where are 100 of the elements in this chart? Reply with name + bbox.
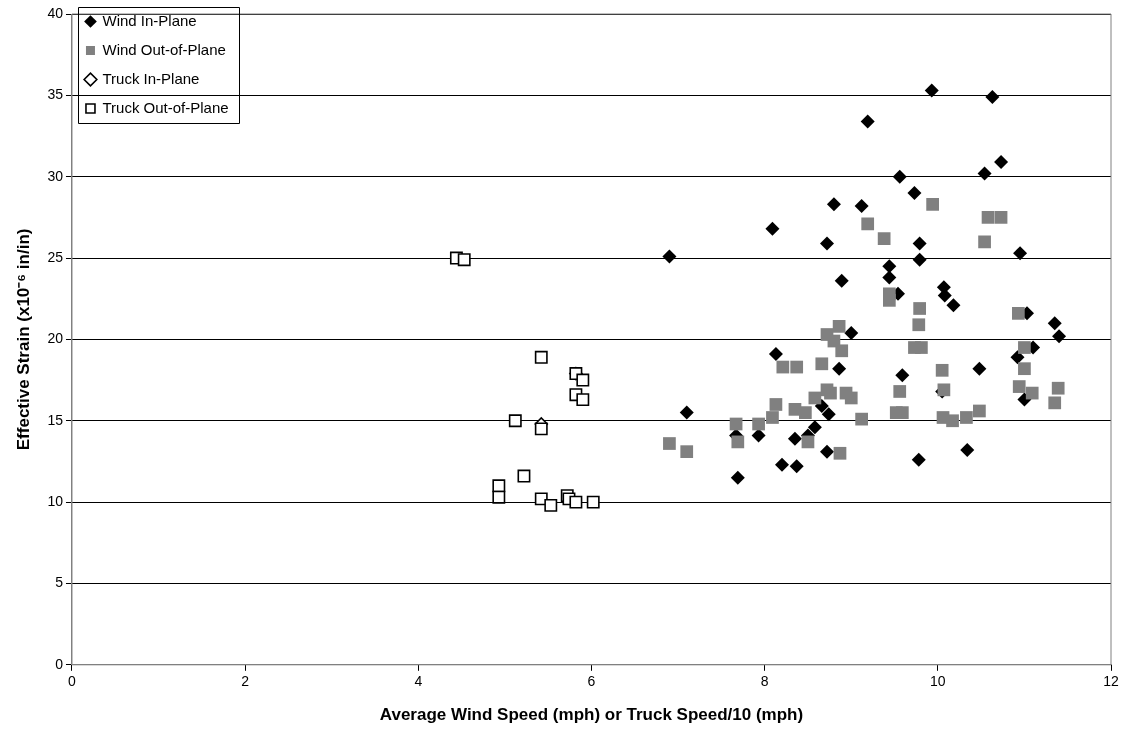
- legend-label: Wind In-Plane: [102, 11, 197, 29]
- point: [860, 114, 875, 129]
- point: [821, 407, 836, 422]
- point: [935, 363, 949, 377]
- legend-label: Truck Out-of-Plane: [102, 98, 229, 116]
- point: [769, 398, 783, 411]
- point: [1048, 396, 1062, 410]
- point: [911, 452, 926, 467]
- point: [854, 198, 869, 213]
- legend-label: Wind Out-of-Plane: [102, 40, 226, 58]
- x-tick-label: 0: [68, 673, 77, 690]
- point: [912, 236, 927, 251]
- x-tick-label: 4: [414, 673, 423, 690]
- point: [766, 411, 779, 424]
- point: [751, 428, 766, 443]
- point: [985, 89, 1000, 104]
- legend-label: Truck In-Plane: [102, 69, 200, 87]
- point: [663, 437, 676, 450]
- point: [768, 347, 783, 362]
- point: [820, 444, 834, 459]
- point: [978, 235, 991, 249]
- point: [1010, 350, 1025, 365]
- point: [544, 498, 558, 512]
- point: [457, 253, 471, 267]
- point: [1047, 316, 1062, 331]
- point: [913, 302, 927, 315]
- point: [960, 411, 973, 424]
- point: [730, 470, 745, 485]
- point: [1051, 381, 1065, 395]
- point: [776, 360, 790, 374]
- point: [924, 83, 939, 98]
- point: [492, 479, 506, 493]
- y-tick-label: 5: [55, 574, 64, 591]
- y-tick-label: 25: [47, 248, 64, 265]
- point: [832, 361, 847, 376]
- point: [662, 249, 677, 264]
- point: [586, 495, 600, 509]
- point: [855, 412, 868, 426]
- point: [807, 420, 822, 435]
- point: [861, 217, 875, 231]
- point: [977, 166, 992, 181]
- point: [832, 320, 846, 333]
- x-tick-label: 12: [1103, 673, 1119, 690]
- y-tick-label: 35: [47, 86, 64, 103]
- point: [882, 259, 897, 274]
- point: [844, 325, 859, 340]
- point: [973, 404, 986, 418]
- point: [517, 469, 531, 483]
- point: [824, 386, 837, 400]
- point: [834, 273, 849, 288]
- point: [576, 373, 590, 387]
- point: [1025, 386, 1039, 400]
- point: [787, 431, 802, 446]
- point: [994, 155, 1009, 170]
- y-tick-label: 20: [47, 330, 64, 347]
- point: [680, 445, 694, 459]
- point: [820, 236, 834, 251]
- point: [534, 422, 548, 436]
- point: [1011, 307, 1025, 320]
- y-axis-title: Effective Strain (x10⁻⁶ in/in): [13, 228, 33, 451]
- point: [912, 252, 927, 267]
- point: [826, 197, 841, 212]
- point: [892, 169, 907, 184]
- point: [1018, 341, 1031, 354]
- point: [895, 406, 909, 419]
- point: [972, 361, 987, 376]
- y-tick-label: 10: [47, 492, 64, 509]
- point: [1013, 246, 1028, 261]
- point: [774, 457, 789, 472]
- x-tick-label: 8: [760, 673, 769, 690]
- point: [752, 417, 765, 431]
- point: [1012, 380, 1026, 393]
- point: [926, 198, 939, 211]
- point: [576, 393, 590, 407]
- point: [569, 495, 583, 509]
- point: [882, 293, 896, 307]
- point: [981, 211, 995, 224]
- point: [815, 357, 829, 371]
- x-tick-label: 10: [930, 673, 946, 690]
- point: [1052, 329, 1067, 344]
- point: [882, 270, 897, 285]
- x-tick-label: 2: [241, 673, 250, 690]
- point: [915, 341, 928, 354]
- point: [731, 435, 745, 449]
- point: [765, 221, 780, 236]
- point: [789, 459, 804, 474]
- y-tick-label: 15: [47, 411, 64, 428]
- point: [960, 443, 975, 458]
- point: [907, 185, 922, 200]
- x-axis-title: Average Wind Speed (mph) or Truck Speed/10 (mph): [379, 705, 804, 725]
- point: [798, 406, 812, 419]
- point: [790, 360, 804, 374]
- y-tick-label: 30: [47, 167, 64, 184]
- point: [1018, 362, 1031, 376]
- y-tick-label: 0: [55, 655, 64, 672]
- point: [893, 385, 907, 398]
- x-tick-label: 6: [587, 673, 596, 690]
- point: [833, 446, 847, 460]
- point: [912, 318, 926, 332]
- point: [679, 405, 694, 420]
